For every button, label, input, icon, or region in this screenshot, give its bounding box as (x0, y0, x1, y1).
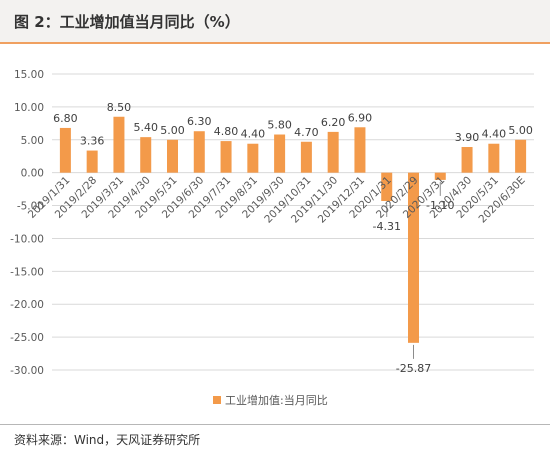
data-label: 5.00 (508, 124, 533, 137)
x-axis-ticks: 2019/1/312019/2/282019/3/312019/4/302019… (26, 174, 528, 225)
y-tick-label: 5.00 (21, 135, 44, 147)
data-labels: 6.803.368.505.40 5.006.304.80 4.405.804.70… (53, 101, 533, 375)
y-axis-ticks: 15.00 10.00 5.00 0.00 -5.00 -10.00 -15.00 -20.0… (10, 69, 44, 377)
data-label: 8.50 (107, 101, 132, 114)
bar (113, 116, 125, 173)
data-label: 6.80 (53, 112, 78, 125)
data-label: 5.00 (160, 124, 185, 137)
bar (167, 139, 178, 173)
figure-title: 图 2：工业增加值当月同比（%） (14, 13, 240, 31)
data-label: 5.80 (267, 119, 292, 132)
title-bar: 图 2：工业增加值当月同比（%） (0, 0, 550, 42)
source-note: 资料来源：Wind，天风证券研究所 (14, 433, 201, 447)
data-label: 6.30 (187, 115, 212, 128)
bar (247, 143, 259, 173)
bar (515, 139, 527, 173)
y-tick-label: -30.00 (10, 365, 44, 377)
bar-chart: 15.00 10.00 5.00 0.00 -5.00 -10.00 -15.00 -20.0… (10, 69, 534, 407)
footer-divider (0, 424, 550, 425)
y-tick-label: -5.00 (17, 201, 44, 213)
bar (274, 134, 286, 173)
data-label: 4.70 (294, 126, 319, 139)
y-tick-label: -15.00 (10, 266, 44, 278)
data-label: 3.90 (455, 131, 480, 144)
y-tick-label: -10.00 (10, 233, 44, 245)
legend-swatch (213, 396, 221, 404)
bar (408, 172, 419, 343)
legend: 工业增加值:当月同比 (213, 393, 328, 407)
title-divider (0, 42, 550, 44)
bar (140, 137, 152, 173)
bar (381, 172, 393, 202)
data-label: -1.10 (426, 199, 454, 212)
data-label: 4.80 (214, 125, 239, 138)
bar (488, 143, 500, 173)
bar (461, 147, 473, 173)
bar (220, 141, 232, 173)
data-label: -4.31 (372, 220, 400, 233)
bar (354, 127, 366, 173)
bar (300, 141, 312, 173)
data-label: -25.87 (396, 362, 431, 375)
y-tick-label: 10.00 (14, 102, 44, 114)
bar (86, 150, 98, 173)
y-tick-label: 0.00 (21, 168, 44, 180)
bar (59, 127, 71, 173)
y-tick-label: -20.00 (10, 299, 44, 311)
data-label: 5.40 (133, 121, 158, 134)
bar (327, 131, 339, 173)
data-label: 3.36 (80, 135, 105, 148)
data-label: 6.20 (321, 116, 346, 129)
bars (59, 116, 527, 343)
data-label: 6.90 (348, 111, 373, 124)
legend-label: 工业增加值:当月同比 (225, 393, 328, 407)
y-tick-label: -25.00 (10, 332, 44, 344)
bar (434, 172, 446, 180)
data-label: 4.40 (482, 128, 507, 141)
y-tick-label: 15.00 (14, 69, 44, 81)
gridlines (52, 73, 534, 371)
bar (193, 131, 205, 173)
data-label: 4.40 (241, 128, 266, 141)
